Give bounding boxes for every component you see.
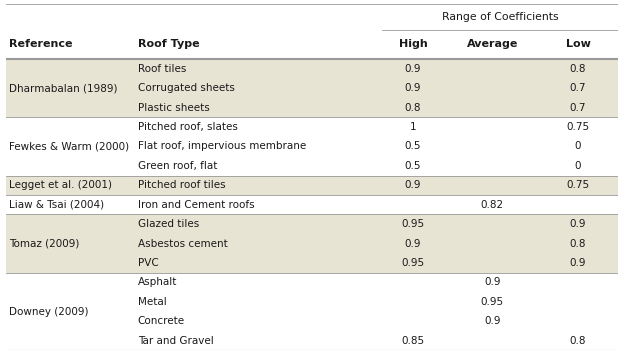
Text: 1: 1 (409, 122, 416, 132)
Text: Fewkes & Warm (2000): Fewkes & Warm (2000) (9, 142, 129, 152)
Text: High: High (399, 39, 427, 49)
Text: 0.5: 0.5 (404, 142, 421, 152)
Text: 0.82: 0.82 (481, 200, 504, 210)
Text: 0.9: 0.9 (404, 239, 421, 249)
Text: 0.9: 0.9 (570, 258, 587, 268)
Bar (6, 117, 618, 137)
Text: 0.9: 0.9 (484, 316, 500, 326)
Text: 0.8: 0.8 (570, 239, 587, 249)
Text: Roof tiles: Roof tiles (138, 64, 186, 74)
Text: Flat roof, impervious membrane: Flat roof, impervious membrane (138, 142, 306, 152)
Text: Green roof, flat: Green roof, flat (138, 161, 217, 171)
Text: Downey (2009): Downey (2009) (9, 307, 89, 316)
Text: 0.95: 0.95 (401, 258, 424, 268)
Text: 0.5: 0.5 (404, 161, 421, 171)
Text: Average: Average (467, 39, 518, 49)
Bar (6, 312, 618, 331)
Text: Concrete: Concrete (138, 316, 185, 326)
Text: Liaw & Tsai (2004): Liaw & Tsai (2004) (9, 200, 104, 210)
Bar (6, 137, 618, 156)
Text: 0: 0 (575, 142, 582, 152)
Text: 0.9: 0.9 (570, 219, 587, 229)
Text: 0.85: 0.85 (401, 336, 424, 346)
Text: Tar and Gravel: Tar and Gravel (138, 336, 213, 346)
Text: Pitched roof tiles: Pitched roof tiles (138, 180, 225, 190)
Text: Low: Low (565, 39, 590, 49)
Bar (6, 59, 618, 79)
Text: Asbestos cement: Asbestos cement (138, 239, 228, 249)
Text: 0.95: 0.95 (481, 297, 504, 307)
Text: 0.8: 0.8 (570, 64, 587, 74)
Bar (6, 156, 618, 176)
Bar (6, 176, 618, 195)
Bar (6, 195, 618, 215)
Text: Dharmabalan (1989): Dharmabalan (1989) (9, 83, 118, 93)
Text: Tomaz (2009): Tomaz (2009) (9, 239, 80, 249)
Text: 0.7: 0.7 (570, 103, 587, 113)
Text: 0.7: 0.7 (570, 83, 587, 93)
Text: Legget et al. (2001): Legget et al. (2001) (9, 180, 112, 190)
Text: 0.8: 0.8 (404, 103, 421, 113)
Text: Asphalt: Asphalt (138, 278, 177, 287)
Text: 0.9: 0.9 (404, 64, 421, 74)
Text: Reference: Reference (9, 39, 73, 49)
Text: Metal: Metal (138, 297, 167, 307)
Text: 0.9: 0.9 (404, 180, 421, 190)
Bar (6, 79, 618, 98)
Text: Range of Coefficients: Range of Coefficients (442, 12, 558, 22)
Bar (6, 292, 618, 312)
Bar (6, 4, 618, 30)
Bar (6, 331, 618, 350)
Text: 0.95: 0.95 (401, 219, 424, 229)
Bar (6, 273, 618, 292)
Text: 0: 0 (575, 161, 582, 171)
Bar (6, 234, 618, 253)
Bar (6, 98, 618, 117)
Text: Pitched roof, slates: Pitched roof, slates (138, 122, 238, 132)
Text: PVC: PVC (138, 258, 158, 268)
Text: 0.9: 0.9 (404, 83, 421, 93)
Text: Plastic sheets: Plastic sheets (138, 103, 210, 113)
Text: 0.75: 0.75 (567, 122, 590, 132)
Text: 0.9: 0.9 (484, 278, 500, 287)
Text: Glazed tiles: Glazed tiles (138, 219, 199, 229)
Text: 0.75: 0.75 (567, 180, 590, 190)
Bar (6, 29, 618, 59)
Bar (6, 253, 618, 273)
Bar (6, 215, 618, 234)
Text: Roof Type: Roof Type (138, 39, 199, 49)
Text: 0.8: 0.8 (570, 336, 587, 346)
Text: Corrugated sheets: Corrugated sheets (138, 83, 235, 93)
Text: Iron and Cement roofs: Iron and Cement roofs (138, 200, 255, 210)
